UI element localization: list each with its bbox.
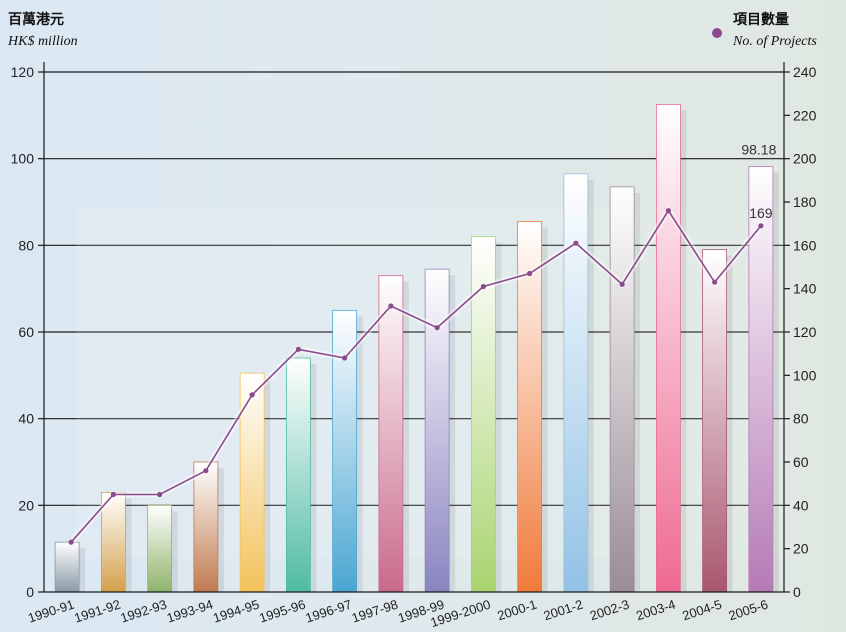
left-tick-label: 120 [11, 64, 35, 80]
project-line-path [70, 209, 762, 543]
x-tick-label: 1996-97 [304, 597, 354, 626]
bar-1998-99 [424, 268, 450, 593]
project-point-1999-2000 [480, 283, 486, 290]
x-tick-label: 1994-95 [211, 597, 261, 626]
project-point-1997-98 [388, 303, 394, 309]
bar-2000-1 [517, 221, 543, 593]
project-point-2002-3 [619, 281, 625, 287]
x-tick-label: 2001-2 [542, 597, 585, 624]
left-tick-label: 80 [18, 237, 34, 253]
right-tick-label: 160 [793, 237, 817, 253]
x-tick-label: 1991-92 [72, 597, 122, 626]
project-point-1998-99 [434, 325, 440, 331]
left-tick-label: 40 [18, 411, 34, 427]
project-point-2004-5 [712, 279, 718, 285]
bar-2001-2 [563, 173, 589, 593]
right-tick-label: 180 [793, 194, 817, 210]
bar-1993-94 [193, 461, 219, 593]
left-tick-label: 60 [18, 324, 34, 340]
project-point-1990-91 [68, 539, 74, 545]
x-tick-label: 1993-94 [165, 597, 215, 626]
x-tick-label: 1995-96 [257, 597, 307, 626]
x-tick-label: 1992-93 [119, 597, 169, 626]
project-point-1992-93 [157, 491, 163, 498]
project-point-1993-94 [203, 468, 209, 474]
left-tick-label: 100 [11, 151, 35, 167]
bar-1991-92 [100, 491, 126, 593]
bar-2004-5 [702, 249, 728, 593]
bar-2005-6 [748, 166, 774, 593]
x-tick-label: 2003-4 [634, 597, 677, 624]
x-tick-label: 2002-3 [588, 597, 631, 624]
bar-1994-95 [239, 372, 265, 593]
bar-2003-4 [655, 104, 681, 593]
right-tick-label: 80 [793, 411, 809, 427]
legend-label-en: No. of Projects [732, 34, 817, 49]
project-point-1995-96 [295, 346, 301, 352]
left-tick-label: 0 [26, 584, 34, 600]
bar-1997-98 [378, 275, 404, 593]
project-point-2001-2 [573, 240, 579, 246]
right-tick-label: 0 [793, 584, 801, 600]
x-tick-label: 1997-98 [350, 597, 400, 626]
left-axis-label-en: HK$ million [7, 34, 78, 49]
x-tick-label: 2004-5 [680, 597, 723, 624]
line-data-label: 169 [749, 205, 773, 221]
legend-label-zh: 項目數量 [733, 11, 789, 28]
bar-1990-91 [54, 541, 80, 593]
bars [54, 104, 779, 593]
right-tick-label: 200 [793, 151, 817, 167]
x-tick-label: 2000-1 [495, 597, 538, 624]
project-point-2005-6 [758, 223, 764, 229]
x-tick-label: 1990-91 [26, 597, 76, 626]
project-point-2003-4 [665, 208, 671, 214]
right-tick-label: 140 [793, 281, 817, 297]
bar-1995-96 [285, 357, 311, 593]
x-tick-label: 2005-6 [727, 597, 770, 624]
project-point-1994-95 [249, 392, 255, 398]
right-tick-label: 40 [793, 497, 809, 513]
right-tick-label: 120 [793, 324, 817, 340]
bar-1992-93 [147, 504, 173, 593]
project-point-1991-92 [110, 491, 116, 498]
project-line [68, 205, 764, 545]
bar-data-label: 98.18 [741, 142, 776, 158]
left-axis-label-zh: 百萬港元 [8, 11, 64, 28]
left-tick-label: 20 [18, 497, 34, 513]
right-tick-label: 240 [793, 64, 817, 80]
bar-2002-3 [609, 186, 635, 593]
right-tick-label: 220 [793, 107, 817, 123]
right-tick-label: 100 [793, 367, 817, 383]
legend-marker [712, 28, 722, 38]
right-tick-label: 60 [793, 454, 809, 470]
bar-1999-2000 [470, 236, 496, 593]
project-point-1996-97 [342, 355, 348, 361]
project-point-2000-1 [527, 270, 533, 277]
right-tick-label: 20 [793, 541, 809, 557]
